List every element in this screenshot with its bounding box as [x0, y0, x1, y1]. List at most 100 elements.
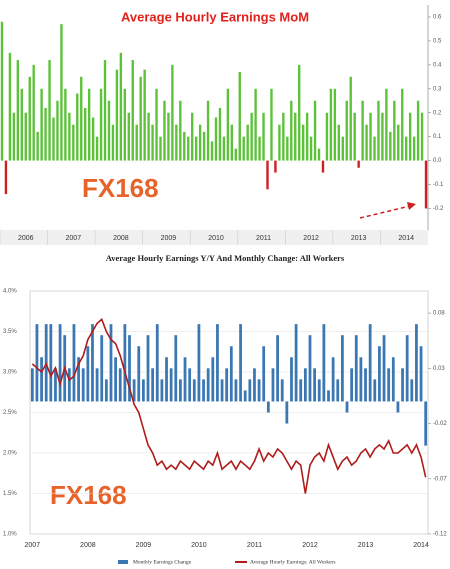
bar	[155, 88, 158, 161]
y-tick-label: 2.5%	[3, 410, 17, 416]
bar	[308, 335, 312, 402]
bar	[171, 64, 174, 161]
bar	[321, 160, 325, 173]
bar	[309, 136, 313, 161]
bar	[151, 368, 155, 402]
bar	[299, 379, 303, 402]
bar	[294, 324, 298, 402]
bar	[40, 357, 43, 402]
arrow-head	[407, 202, 416, 210]
bar	[415, 324, 418, 402]
bar	[206, 368, 210, 402]
bar	[401, 368, 404, 402]
bar	[337, 124, 341, 161]
y-tick-label: 1.0%	[3, 532, 17, 538]
bar	[412, 136, 416, 161]
bar	[257, 379, 261, 402]
bar	[285, 401, 289, 424]
bar	[382, 335, 386, 402]
y-tick-label: 0.0	[433, 158, 442, 164]
bar	[141, 379, 145, 402]
y2-tick-label: 0.08	[433, 311, 445, 317]
bar	[322, 324, 326, 402]
bar	[128, 335, 131, 402]
bar	[16, 60, 20, 161]
bar	[77, 357, 80, 402]
bar	[155, 324, 159, 402]
bar	[416, 100, 420, 161]
x-tick-label: 2012	[303, 235, 319, 242]
bar	[109, 324, 113, 402]
bar	[95, 368, 99, 402]
y-tick-label: 0.3	[433, 86, 442, 92]
y-tick-label: 0.6	[433, 15, 442, 21]
x-tick-label: 2007	[25, 542, 41, 549]
x-tick-label: 2011	[256, 235, 271, 242]
bar	[329, 88, 333, 161]
bar	[350, 368, 354, 402]
bar	[147, 112, 150, 161]
bar	[238, 72, 241, 161]
bar	[253, 368, 256, 402]
bar	[179, 100, 182, 161]
bar	[359, 357, 363, 402]
bar	[81, 368, 85, 402]
bar	[280, 379, 284, 402]
bar	[8, 52, 12, 161]
bar	[188, 368, 192, 402]
bar	[67, 368, 71, 402]
bar	[262, 112, 265, 161]
bar	[165, 357, 168, 402]
bar	[72, 324, 76, 402]
x-tick-label: 2014	[398, 235, 414, 242]
bar	[48, 60, 51, 161]
bar	[131, 60, 134, 161]
bar	[243, 390, 247, 402]
bar	[377, 100, 380, 161]
bar	[202, 379, 205, 402]
bar	[258, 136, 261, 161]
bar	[294, 112, 297, 161]
bar	[218, 107, 222, 161]
bar	[123, 88, 127, 161]
bar	[424, 160, 428, 209]
bar	[44, 107, 47, 161]
bar	[174, 335, 178, 402]
y-tick-label: 0.1	[433, 134, 442, 140]
bar	[175, 124, 178, 161]
bar	[40, 88, 43, 161]
bar	[345, 401, 349, 413]
bar	[401, 88, 404, 161]
bar	[405, 136, 408, 161]
background	[0, 245, 450, 569]
bar	[349, 76, 352, 161]
bar	[290, 357, 293, 402]
x-tick-label: 2011	[247, 542, 262, 549]
bar	[54, 368, 57, 402]
y2-tick-label: -0.02	[433, 421, 447, 427]
bar	[103, 60, 107, 161]
bar	[234, 379, 238, 402]
chart-title: Average Hourly Earnings MoM	[121, 9, 309, 24]
bar	[132, 379, 136, 402]
yoy-chart: Average Hourly Earnings Y/Y And Monthly …	[0, 245, 450, 569]
background	[0, 0, 450, 245]
bar	[0, 21, 4, 161]
y-tick-label: 4.0%	[3, 289, 17, 295]
x-tick-label: 2013	[351, 235, 367, 242]
bar	[282, 112, 285, 161]
bar	[298, 64, 301, 161]
bar	[391, 357, 395, 402]
arrow	[359, 205, 411, 219]
bar	[424, 401, 428, 446]
bar	[135, 124, 138, 161]
bar	[49, 324, 53, 402]
bar	[313, 368, 317, 402]
y-tick-label: 1.5%	[3, 491, 17, 497]
x-tick-label: 2013	[358, 542, 374, 549]
bar	[373, 379, 377, 402]
bar	[397, 124, 400, 161]
bar	[353, 112, 356, 161]
bar	[385, 88, 388, 161]
